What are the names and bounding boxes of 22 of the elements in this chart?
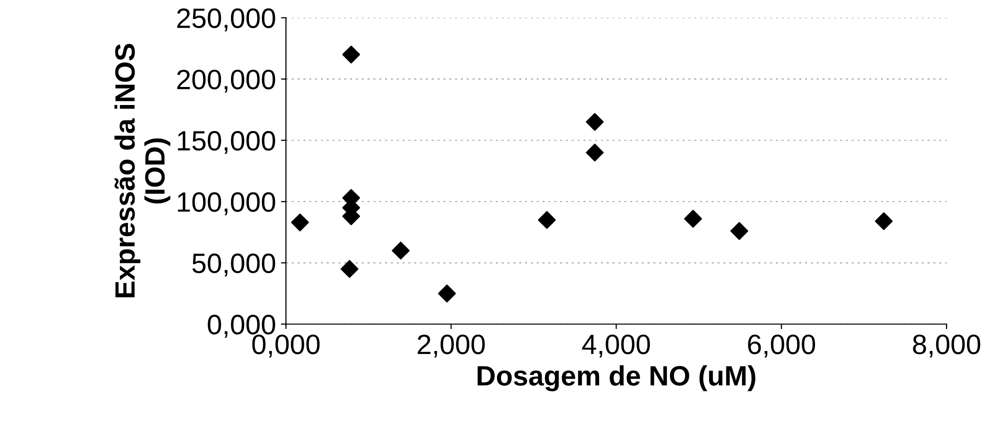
point (392, 242, 410, 260)
x-tick-label: 8,000 (913, 334, 980, 358)
point (586, 144, 604, 162)
point (684, 210, 702, 228)
x-tick-label: 2,000 (418, 334, 485, 358)
point (438, 284, 456, 302)
point (340, 260, 358, 278)
point (586, 113, 604, 131)
x-axis-title: Dosagem de NO (uM) (478, 365, 756, 392)
y-tick-label: 50,000 (192, 254, 276, 276)
y-tick-label: 150,000 (178, 130, 276, 154)
y-tick-label: 100,000 (178, 192, 276, 216)
point (291, 213, 309, 232)
point (538, 211, 556, 229)
y-tick-label: 250,000 (177, 8, 276, 32)
point (730, 222, 748, 240)
y-tick-label: 200,000 (177, 70, 276, 93)
point (342, 46, 360, 64)
y-axis-title: Expressão da iNOS (IOD) (114, 44, 170, 298)
x-tick-label: 4,000 (582, 334, 650, 358)
x-tick-label: 6,000 (748, 334, 816, 358)
point (874, 212, 893, 230)
